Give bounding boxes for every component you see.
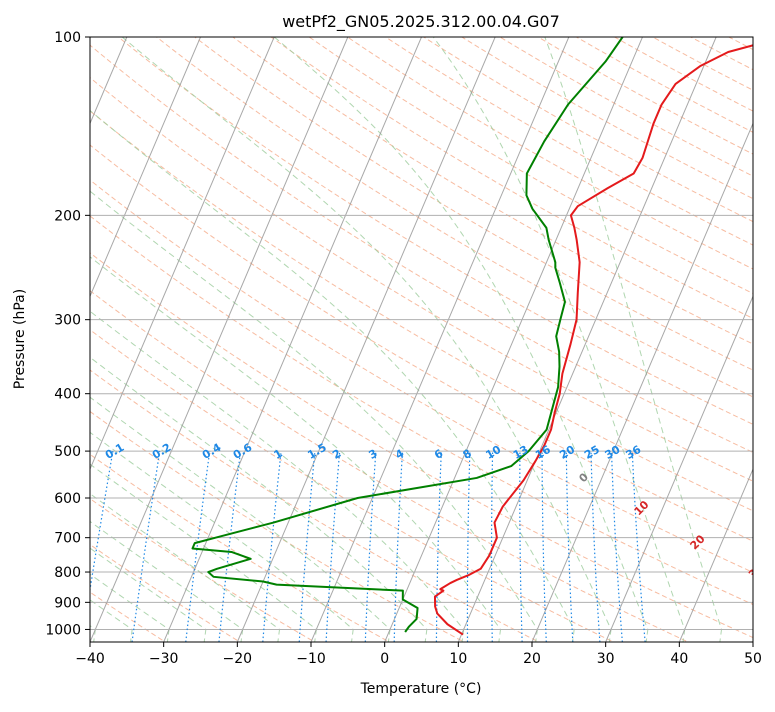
y-tick-label: 400	[54, 387, 81, 403]
moist-adiabat-line	[90, 310, 465, 642]
x-tick-label: 30	[597, 651, 615, 667]
y-tick-label: 600	[54, 491, 81, 507]
dry-adiabat-line	[90, 44, 753, 453]
isotherm-line	[457, 37, 717, 642]
mixing-ratio-line	[218, 451, 242, 642]
dry-adiabat-line	[90, 77, 753, 482]
mixing-ratio-line	[262, 451, 282, 642]
temperature-profile-line	[433, 44, 753, 636]
x-tick-label: −10	[296, 651, 326, 667]
y-axis-label: Pressure (hPa)	[12, 289, 28, 389]
isotherm-line	[163, 37, 422, 642]
moist-adiabat-line	[90, 190, 538, 642]
isotherm-line	[90, 37, 201, 298]
isotherm-line	[310, 37, 570, 642]
x-tick-label: 50	[744, 651, 762, 667]
y-tick-label: 900	[54, 595, 81, 611]
moist-adiabat-line	[90, 396, 391, 642]
x-tick-label: −40	[75, 651, 105, 667]
x-tick-label: 40	[670, 651, 688, 667]
isotherm-line	[90, 37, 275, 471]
dry-adiabat-line	[193, 37, 753, 371]
y-tick-label: 800	[54, 565, 81, 581]
moist-adiabat-line	[90, 256, 502, 642]
mixing-ratio-line	[185, 451, 211, 642]
x-axis-label: Temperature (°C)	[360, 681, 482, 697]
moist-adiabat-line	[90, 109, 575, 642]
moist-adiabat-line	[432, 37, 686, 642]
y-tick-label: 200	[54, 208, 81, 224]
moist-adiabat-line	[121, 37, 612, 642]
dry-adiabat-line	[155, 37, 753, 398]
isotherm-line	[531, 122, 753, 642]
moist-adiabat-line	[90, 493, 281, 642]
isotherm-line	[384, 37, 643, 642]
x-tick-label: −30	[149, 651, 179, 667]
mixing-ratio-line	[298, 451, 316, 642]
y-tick-label: 100	[54, 30, 81, 46]
dry-adiabat-line	[90, 179, 753, 573]
x-tick-label: 10	[449, 651, 467, 667]
moist-adiabat-label: 30	[746, 561, 766, 581]
x-tick-label: 0	[380, 651, 389, 667]
dewpoint-profile-line	[191, 37, 624, 633]
chart-title: wetPf2_GN05.2025.312.00.04.G07	[282, 12, 560, 32]
dry-adiabat-line	[90, 110, 753, 512]
isotherm-line	[605, 295, 753, 642]
moist-adiabat-line	[273, 37, 649, 642]
dry-adiabat-line	[90, 329, 615, 642]
y-tick-label: 300	[54, 313, 81, 329]
isotherm-line	[236, 37, 496, 642]
x-tick-label: 20	[523, 651, 541, 667]
y-tick-label: 1000	[45, 622, 81, 638]
dry-adiabat-line	[90, 144, 753, 542]
dry-adiabat-line	[117, 37, 753, 425]
moist-adiabat-line	[90, 463, 317, 642]
dry-adiabat-line	[90, 453, 391, 642]
isotherm-line	[678, 467, 753, 642]
mixing-ratio-line	[131, 451, 161, 642]
moist-adiabat-line	[90, 520, 244, 642]
y-tick-label: 700	[54, 531, 81, 547]
isotherm-line	[90, 37, 349, 642]
plot-frame	[89, 36, 754, 643]
x-tick-label: −20	[223, 651, 253, 667]
y-tick-label: 500	[54, 444, 81, 460]
mixing-ratio-line	[90, 450, 114, 594]
